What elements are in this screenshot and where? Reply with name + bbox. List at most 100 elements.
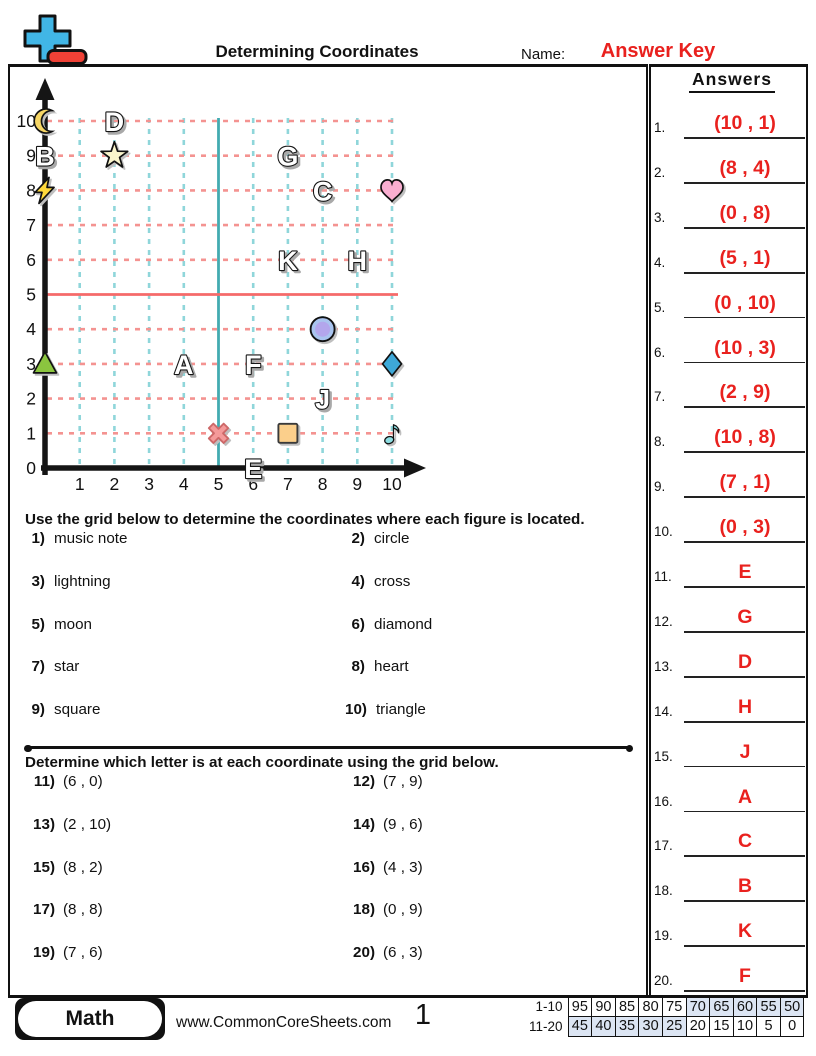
score-cell: 55 (756, 996, 781, 1018)
answer-value: (10 , 8) (714, 426, 776, 449)
svg-text:J: J (315, 385, 330, 415)
answer-value: K (737, 920, 753, 943)
answer-number: 15. (654, 748, 673, 764)
svg-text:3: 3 (26, 354, 36, 374)
score-cell: 65 (709, 996, 734, 1018)
question-number: 6) (351, 615, 365, 633)
svg-text:9: 9 (352, 474, 362, 494)
score-cell: 20 (685, 1016, 711, 1037)
score-row-label: 1-10 (535, 999, 563, 1015)
question-text: triangle (375, 701, 426, 719)
answer-number: 1. (654, 120, 666, 135)
question-number: 19) (33, 944, 55, 962)
answer-blank-line (684, 226, 805, 229)
answer-number: 8. (654, 434, 666, 450)
question-item: 8) heart (345, 658, 627, 701)
page-title: Determining Coordinates (215, 42, 419, 61)
question-text: (7 , 9) (383, 773, 423, 790)
answer-blank-line (684, 855, 805, 858)
score-cell: 35 (614, 1016, 640, 1037)
answers-heading-wrap: Answers (652, 69, 812, 93)
answer-blank-line (684, 137, 805, 139)
question-text: (6 , 0) (63, 773, 103, 790)
question-item: 13) (2 , 10) (25, 816, 345, 859)
svg-text:5: 5 (26, 285, 36, 305)
answer-number: 12. (654, 613, 673, 629)
svg-text:B: B (38, 144, 58, 174)
question-item: 1) music note (25, 530, 345, 573)
left-border (8, 64, 10, 997)
answer-blank-line (684, 586, 805, 588)
question-text: (9 , 6) (383, 815, 423, 833)
question-item: 18) (0 , 9) (345, 901, 627, 944)
score-cell: 10 (732, 1016, 758, 1037)
score-cell: 25 (661, 1016, 687, 1037)
score-cell: 75 (661, 996, 687, 1018)
svg-text:4: 4 (26, 319, 36, 339)
question-text: (0 , 9) (383, 901, 423, 919)
score-cell: 50 (779, 996, 805, 1018)
answer-value: G (737, 605, 753, 628)
answer-number: 17. (654, 838, 673, 854)
section1-instruction: Use the grid below to determine the coor… (25, 511, 585, 528)
score-cell: 40 (591, 1016, 616, 1037)
question-number: 13) (33, 815, 55, 833)
heart-symbol (380, 179, 404, 203)
answer-value: H (737, 695, 753, 718)
answer-value: F (739, 965, 751, 988)
subject-badge: Math (15, 998, 165, 1040)
answer-number: 20. (654, 973, 673, 989)
question-text: (8 , 2) (63, 858, 103, 876)
answer-blank-line (684, 316, 805, 319)
svg-text:A: A (174, 350, 194, 380)
score-cell: 70 (685, 996, 711, 1018)
question-number: 11) (33, 773, 55, 790)
score-row: 1-10 95 90 85 80 75 70 65 60 55 50 (529, 996, 805, 1018)
answer-value: (2 , 9) (719, 381, 771, 404)
question-text: (6 , 3) (383, 944, 423, 962)
question-item: 3) lightning (25, 573, 345, 616)
answer-value: (10 , 1) (714, 112, 776, 134)
question-text: (2 , 10) (63, 815, 112, 833)
question-text: lightning (54, 572, 111, 590)
svg-text:C: C (313, 176, 333, 206)
svg-text:A: A (176, 352, 196, 382)
question-item: 16) (4 , 3) (345, 859, 627, 902)
question-text: (7 , 6) (63, 944, 103, 962)
svg-text:C: C (315, 179, 335, 209)
svg-text:6: 6 (248, 474, 258, 494)
question-item: 7) star (25, 658, 345, 701)
svg-text:8: 8 (26, 180, 36, 200)
answer-number: 18. (654, 883, 673, 899)
score-cell: 15 (709, 1016, 734, 1037)
score-cell: 95 (567, 996, 593, 1018)
question-item: 17) (8 , 8) (25, 901, 345, 944)
question-text: circle (374, 530, 410, 547)
answer-blank-line (684, 675, 805, 678)
answer-blank-line (684, 810, 805, 813)
svg-text:7: 7 (26, 215, 36, 235)
svg-text:K: K (281, 248, 301, 278)
coordinate-grid: 0 1 2 3 4 5 6 7 8 9 10 1 2 3 4 5 6 7 8 9 10 D D B B G G C C K K H H A A F F J… (0, 70, 450, 515)
svg-text:D: D (105, 107, 125, 137)
svg-text:G: G (277, 142, 298, 172)
svg-text:G: G (280, 144, 301, 174)
footer-divider (8, 995, 808, 998)
question-number: 8) (351, 658, 365, 676)
answer-blank-line (684, 361, 805, 364)
question-number: 14) (353, 815, 375, 833)
svg-text:9: 9 (26, 146, 36, 166)
question-item: 11) (6 , 0) (25, 773, 345, 816)
svg-text:1: 1 (26, 423, 36, 443)
square-symbol (277, 422, 299, 444)
question-number: 7) (31, 658, 45, 676)
lightning-symbol (34, 176, 55, 205)
section2-question-list: 11) (6 , 0) 12) (7 , 9) 13) (2 , 10) 14) (9 , 6… (25, 773, 627, 987)
circle-symbol (309, 316, 336, 343)
score-cell: 0 (779, 1016, 805, 1037)
answer-value: C (737, 830, 753, 853)
question-text: diamond (374, 615, 433, 633)
answers-heading: Answers (689, 69, 775, 93)
question-item: 9) square (25, 701, 345, 744)
answer-value: (10 , 3) (714, 336, 776, 359)
